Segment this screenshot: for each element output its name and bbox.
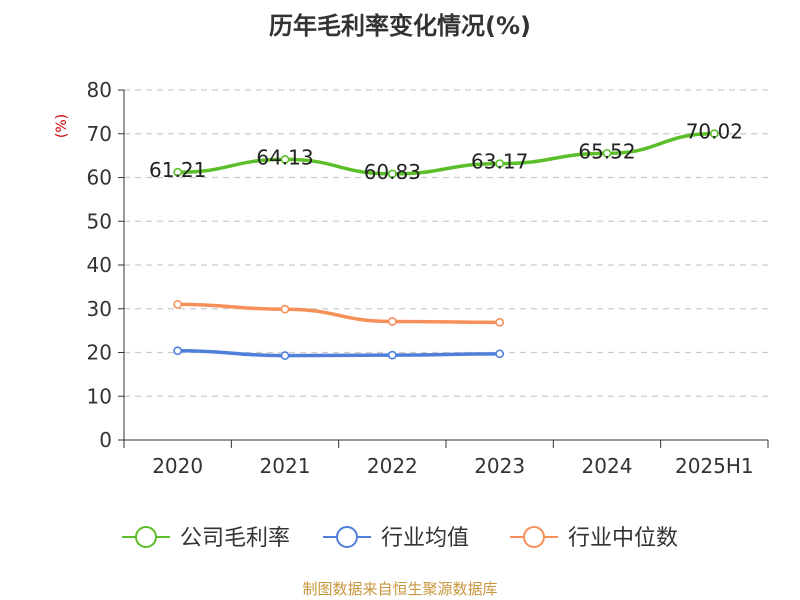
x-tick-label: 2025H1 xyxy=(675,454,754,478)
y-tick-label: 30 xyxy=(87,297,112,321)
x-tick-label: 2023 xyxy=(474,454,525,478)
legend-label: 行业中位数 xyxy=(568,526,678,551)
legend-label: 行业均值 xyxy=(381,526,469,551)
legend-item[interactable]: 公司毛利率 xyxy=(122,526,290,551)
y-tick-label: 20 xyxy=(87,341,112,365)
series-line xyxy=(175,302,502,325)
y-tick-label: 0 xyxy=(99,428,112,452)
data-point[interactable] xyxy=(387,317,397,326)
series-line xyxy=(175,349,502,358)
grid-lines xyxy=(124,89,768,397)
y-tick-label: 40 xyxy=(87,253,112,277)
legend-marker xyxy=(336,526,358,548)
x-tick-label: 2022 xyxy=(367,454,418,478)
data-point[interactable] xyxy=(709,129,719,139)
data-point[interactable] xyxy=(173,299,183,309)
series-line xyxy=(175,131,717,176)
data-label: 70.02 xyxy=(686,120,743,144)
data-point[interactable] xyxy=(280,304,290,314)
data-point[interactable] xyxy=(495,159,505,169)
x-tick-label: 2020 xyxy=(152,454,203,478)
data-point[interactable] xyxy=(387,169,397,179)
y-axis-label: (%) xyxy=(54,114,70,138)
legend-marker xyxy=(523,526,545,548)
y-tick-label: 50 xyxy=(87,209,112,233)
x-tick-label: 2021 xyxy=(260,454,311,478)
y-tick-label: 80 xyxy=(87,78,112,102)
y-tick-label: 10 xyxy=(87,384,112,408)
axes: 0 10 20 30 40 50 60 70 80 2020 2021 2022 2023 2024 202… xyxy=(87,78,769,478)
data-label: 61.21 xyxy=(149,158,206,182)
data-point[interactable] xyxy=(173,167,183,177)
data-label: 65.52 xyxy=(578,139,635,163)
data-point[interactable] xyxy=(280,155,290,164)
data-point[interactable] xyxy=(280,351,290,360)
legend[interactable]: 公司毛利率 行业均值 行业中位数 xyxy=(122,526,678,551)
data-point[interactable] xyxy=(387,350,397,360)
legend-label: 公司毛利率 xyxy=(180,526,290,551)
chart-title: 历年毛利率变化情况(%) xyxy=(269,12,531,40)
y-tick-label: 60 xyxy=(87,166,112,190)
data-label: 63.17 xyxy=(471,150,528,174)
legend-marker xyxy=(135,526,157,548)
data-point[interactable] xyxy=(495,317,505,327)
x-tick-label: 2024 xyxy=(582,454,633,478)
legend-item[interactable]: 行业中位数 xyxy=(510,526,678,551)
series-lines: 61.21 64.13 60.83 63.17 65.52 70.02 xyxy=(149,120,743,360)
data-point[interactable] xyxy=(173,346,183,356)
source-footer: 制图数据来自恒生聚源数据库 xyxy=(302,580,497,598)
data-point[interactable] xyxy=(602,148,612,158)
data-label: 60.83 xyxy=(364,160,421,184)
y-tick-label: 70 xyxy=(87,122,112,146)
legend-item[interactable]: 行业均值 xyxy=(323,526,469,551)
data-point[interactable] xyxy=(495,349,505,359)
data-label: 64.13 xyxy=(256,145,313,169)
